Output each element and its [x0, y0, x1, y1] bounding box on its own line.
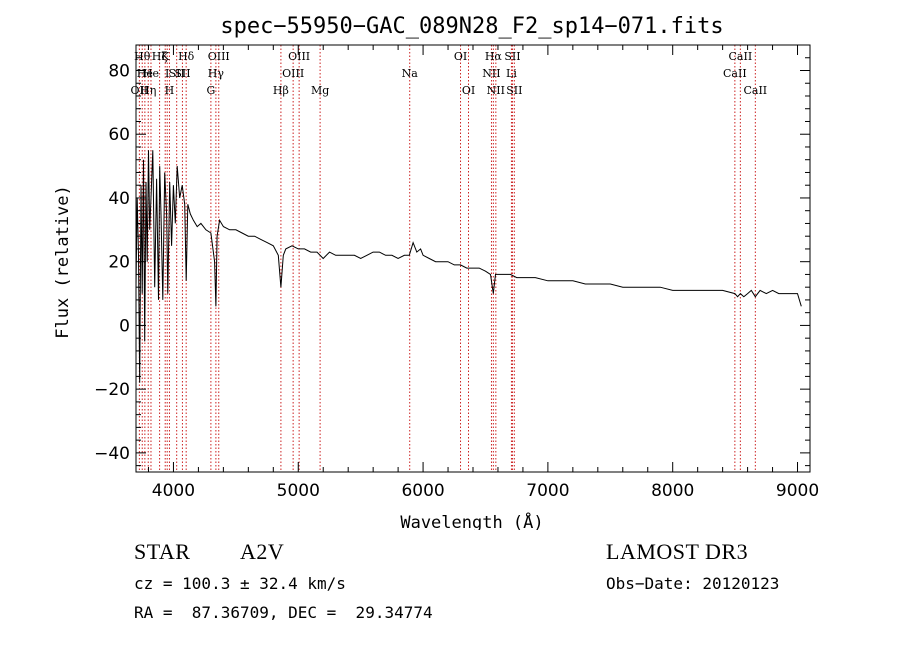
spectral-line-label: Hζ — [152, 50, 168, 63]
spectral-line-markers — [138, 45, 756, 472]
y-tick-label: 0 — [119, 316, 130, 336]
object-subclass: A2V — [240, 539, 285, 564]
spectral-line-label: G — [206, 84, 215, 97]
spectral-line-label: Li — [506, 67, 517, 80]
object-class: STAR — [134, 539, 191, 564]
x-tick-label: 4000 — [152, 481, 195, 501]
spectral-line-label: SII — [174, 67, 190, 80]
spectral-line-label: CaII — [743, 84, 767, 97]
spectral-line-label: Hα — [485, 50, 503, 63]
x-tick-label: 9000 — [776, 481, 819, 501]
spectral-line-label: CaII — [729, 50, 753, 63]
spectral-line-label: NII — [482, 67, 500, 80]
spectral-line-label: SII — [504, 50, 520, 63]
spectral-line-label: OI — [454, 50, 467, 63]
spectral-line-label: SII — [506, 84, 522, 97]
spectral-line-label: He — [143, 67, 159, 80]
x-tick-label: 6000 — [401, 481, 444, 501]
y-tick-label: −40 — [94, 444, 130, 464]
spectral-line-label: Na — [402, 67, 419, 80]
x-axis-ticks: 4000 5000 6000 7000 8000 9000 — [147, 45, 819, 501]
y-tick-label: 20 — [108, 253, 130, 273]
spectral-line-label: OIII — [288, 50, 310, 63]
spectral-line-label: I — [165, 67, 169, 80]
y-tick-label: −20 — [94, 380, 130, 400]
x-tick-label: 7000 — [526, 481, 569, 501]
observation-date: Obs−Date: 20120123 — [606, 574, 780, 593]
spectral-line-label: Hθ — [134, 50, 151, 63]
spectral-line-label: OIII — [282, 67, 304, 80]
ra-dec-coordinates: RA = 87.36709, DEC = 29.34774 — [134, 603, 433, 622]
y-tick-label: 60 — [108, 125, 130, 145]
spectral-line-label: CaII — [723, 67, 747, 80]
y-tick-label: 80 — [108, 61, 130, 81]
spectral-line-label: Hγ — [208, 67, 225, 80]
spectral-line-label: H — [165, 84, 175, 97]
spectral-line-label: SII — [169, 67, 185, 80]
spectral-line-label: K — [161, 50, 170, 63]
y-axis-ticks: −40 −20 0 20 40 60 80 — [94, 57, 810, 467]
spectral-line-labels: OIIHθHeHηHeHζKIHSIISIIHδGHγOIIIHβOIIIOII… — [131, 50, 768, 97]
chart-title: spec−55950−GAC_089N28_F2_sp14−071.fits — [220, 14, 723, 39]
spectral-line-label: OII — [131, 84, 149, 97]
y-tick-label: 40 — [108, 189, 130, 209]
y-axis-label: Flux (relative) — [53, 185, 73, 339]
spectrum-chart: spec−55950−GAC_089N28_F2_sp14−071.fits O… — [53, 14, 819, 530]
spectral-line-label: NII — [487, 84, 505, 97]
x-axis-label: Wavelength (Å) — [400, 511, 543, 530]
spectral-line-label: Hη — [140, 84, 156, 97]
redshift-velocity: cz = 100.3 ± 32.4 km/s — [134, 574, 346, 593]
spectrum-series-line — [135, 150, 802, 383]
plot-frame — [135, 44, 811, 473]
x-tick-label: 8000 — [651, 481, 694, 501]
spectral-line-label: Hβ — [273, 84, 289, 97]
spectral-line-label: OIII — [208, 50, 230, 63]
spectral-line-label: Hδ — [178, 50, 195, 63]
x-tick-label: 5000 — [277, 481, 320, 501]
spectral-line-label: OI — [462, 84, 475, 97]
survey-name: LAMOST DR3 — [606, 539, 749, 564]
spectral-line-label: Mg — [311, 84, 329, 97]
